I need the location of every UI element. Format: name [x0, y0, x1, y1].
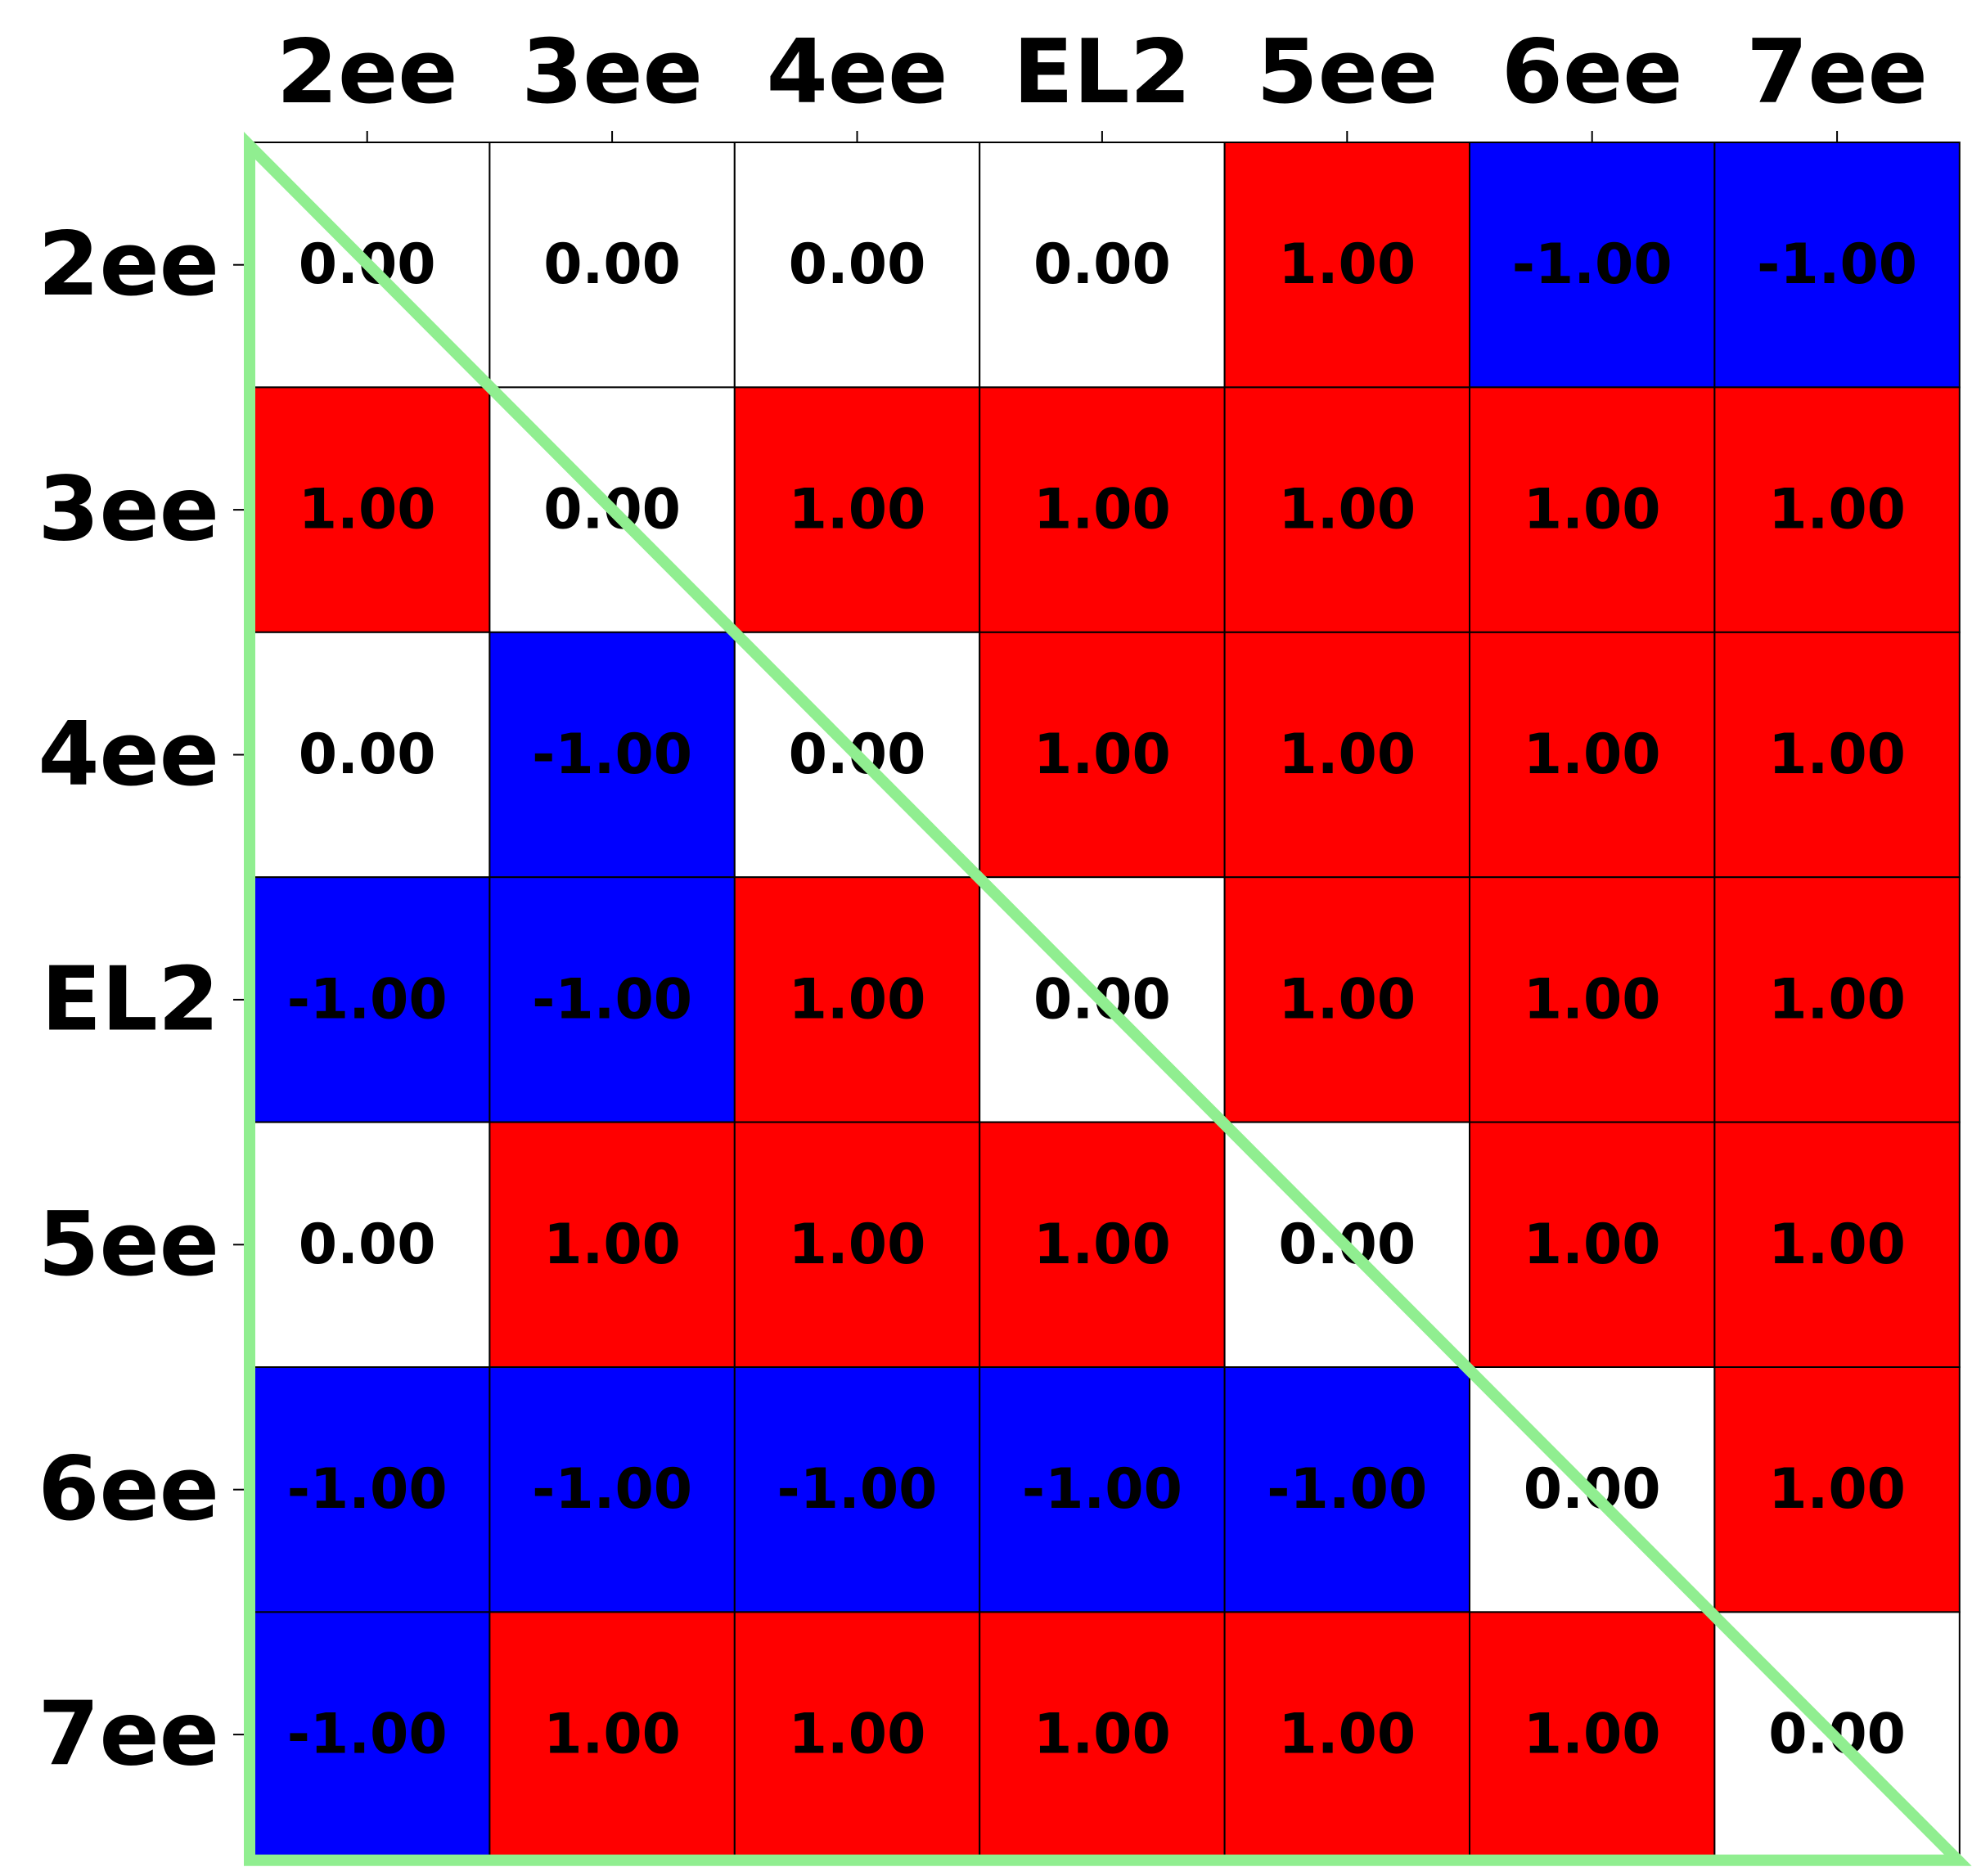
cell-value-label: 1.00: [1524, 478, 1661, 542]
x-tick-label: 6ee: [1502, 21, 1683, 124]
heatmap-cell-4ee-7ee: [1713, 631, 1961, 879]
y-tick-label: 7ee: [38, 1684, 219, 1786]
heatmap-cell-2ee-5ee: [1223, 142, 1470, 389]
cell-value-label: 0.00: [543, 232, 681, 297]
cell-value-label: 1.00: [1524, 1703, 1661, 1767]
heatmap-cell-2ee-6ee: [1469, 142, 1716, 389]
cell-value-label: 1.00: [299, 478, 436, 542]
heatmap-cell-2ee-4ee: [733, 142, 981, 389]
cell-value-label: 1.00: [789, 1212, 926, 1277]
triangle-overlay: [244, 132, 1972, 1866]
cell-value-label: -1.00: [1512, 232, 1673, 297]
cell-value-label: 1.00: [789, 478, 926, 542]
x-tick-label: 3ee: [521, 21, 703, 124]
heatmap-cell-4ee-5ee: [1223, 631, 1470, 879]
cell-value-label: -1.00: [777, 1457, 938, 1522]
cell-value-label: -1.00: [532, 722, 692, 787]
y-tick-label: 4ee: [38, 704, 219, 806]
cell-value-label: 1.00: [1768, 1457, 1906, 1522]
cell-value-label: 1.00: [1524, 1212, 1661, 1277]
cell-value-label: 1.00: [1524, 722, 1661, 787]
cell-value-label: 1.00: [1768, 478, 1906, 542]
cell-value-label: 1.00: [1278, 967, 1416, 1032]
heatmap-cell-7ee-4ee: [733, 1611, 981, 1858]
heatmap-cell-2ee-7ee: [1713, 142, 1961, 389]
heatmap-cell-el2-2ee: [244, 876, 491, 1123]
heatmap-cell-7ee-6ee: [1469, 1611, 1716, 1858]
heatmap-cell-el2-4ee: [733, 876, 981, 1123]
heatmap-cell-labels: 0.00 0.00 0.00 0.00 1.00 -1.00 -1.00 1.00 0.00 1.…: [287, 232, 1917, 1766]
heatmap-cell-5ee-7ee: [1713, 1121, 1961, 1368]
heatmap-cell-4ee-6ee: [1469, 631, 1716, 879]
y-tick-label: 6ee: [38, 1438, 219, 1541]
cell-value-label: 0.00: [299, 1212, 436, 1277]
cell-value-label: 1.00: [1278, 1703, 1416, 1767]
cell-value-label: -1.00: [287, 967, 448, 1032]
cell-value-label: -1.00: [287, 1457, 448, 1522]
cell-value-label: 1.00: [789, 1703, 926, 1767]
cell-value-label: -1.00: [532, 967, 692, 1032]
x-tick-label: 7ee: [1746, 21, 1928, 124]
cell-value-label: 1.00: [1278, 722, 1416, 787]
heatmap-cell-3ee-el2: [979, 386, 1226, 633]
heatmap-cell-4ee-el2: [979, 631, 1226, 879]
cell-value-label: 1.00: [1033, 1212, 1171, 1277]
heatmap-cell-3ee-4ee: [733, 386, 981, 633]
x-axis-ticks: 2ee 3ee 4ee EL2 5ee 6ee 7ee: [277, 21, 1928, 142]
cell-value-label: 1.00: [1278, 232, 1416, 297]
x-tick-label: EL2: [1013, 21, 1191, 124]
cell-value-label: -1.00: [532, 1457, 692, 1522]
x-tick-label: 5ee: [1256, 21, 1438, 124]
heatmap-cell-4ee-2ee: [244, 631, 491, 879]
heatmap-cell-5ee-el2: [979, 1121, 1226, 1368]
cell-value-label: 1.00: [789, 967, 926, 1032]
cell-value-label: 0.00: [1033, 232, 1171, 297]
cell-value-label: 1.00: [1524, 967, 1661, 1032]
heatmap-cell-6ee-3ee: [488, 1366, 736, 1613]
x-tick-label: 4ee: [767, 21, 948, 124]
lower-triangle-outline: [244, 132, 1972, 1866]
cell-value-label: 1.00: [1033, 722, 1171, 787]
y-tick-label: EL2: [41, 948, 219, 1050]
y-tick-label: 3ee: [38, 459, 219, 561]
cell-value-label: 1.00: [543, 1212, 681, 1277]
cell-value-label: 1.00: [1768, 1212, 1906, 1277]
cell-value-label: 1.00: [543, 1703, 681, 1767]
y-axis-ticks: 2ee 3ee 4ee EL2 5ee 6ee 7ee: [38, 214, 245, 1786]
heatmap-cell-el2-7ee: [1713, 876, 1961, 1123]
cell-value-label: 1.00: [1033, 478, 1171, 542]
heatmap-cell-el2-3ee: [488, 876, 736, 1123]
cell-value-label: 0.00: [789, 232, 926, 297]
heatmap-cell-3ee-2ee: [244, 386, 491, 633]
cell-value-label: 0.00: [299, 722, 436, 787]
cell-value-label: -1.00: [1757, 232, 1917, 297]
y-tick-label: 5ee: [38, 1194, 219, 1296]
heatmap-cell-5ee-6ee: [1469, 1121, 1716, 1368]
heatmap-cell-3ee-5ee: [1223, 386, 1470, 633]
x-tick-label: 2ee: [277, 21, 458, 124]
heatmap-cell-el2-6ee: [1469, 876, 1716, 1123]
cell-value-label: 1.00: [1278, 478, 1416, 542]
cell-value-label: 1.00: [1033, 1703, 1171, 1767]
cell-value-label: 1.00: [1768, 967, 1906, 1032]
heatmap-cell-4ee-3ee: [488, 631, 736, 879]
cell-value-label: 1.00: [1768, 722, 1906, 787]
heatmap-cell-5ee-4ee: [733, 1121, 981, 1368]
cell-value-label: -1.00: [1267, 1457, 1427, 1522]
cell-value-label: -1.00: [1022, 1457, 1182, 1522]
y-tick-label: 2ee: [38, 214, 219, 316]
cell-value-label: -1.00: [287, 1703, 448, 1767]
heatmap-cell-5ee-3ee: [488, 1121, 736, 1368]
heatmap-cell-el2-5ee: [1223, 876, 1470, 1123]
